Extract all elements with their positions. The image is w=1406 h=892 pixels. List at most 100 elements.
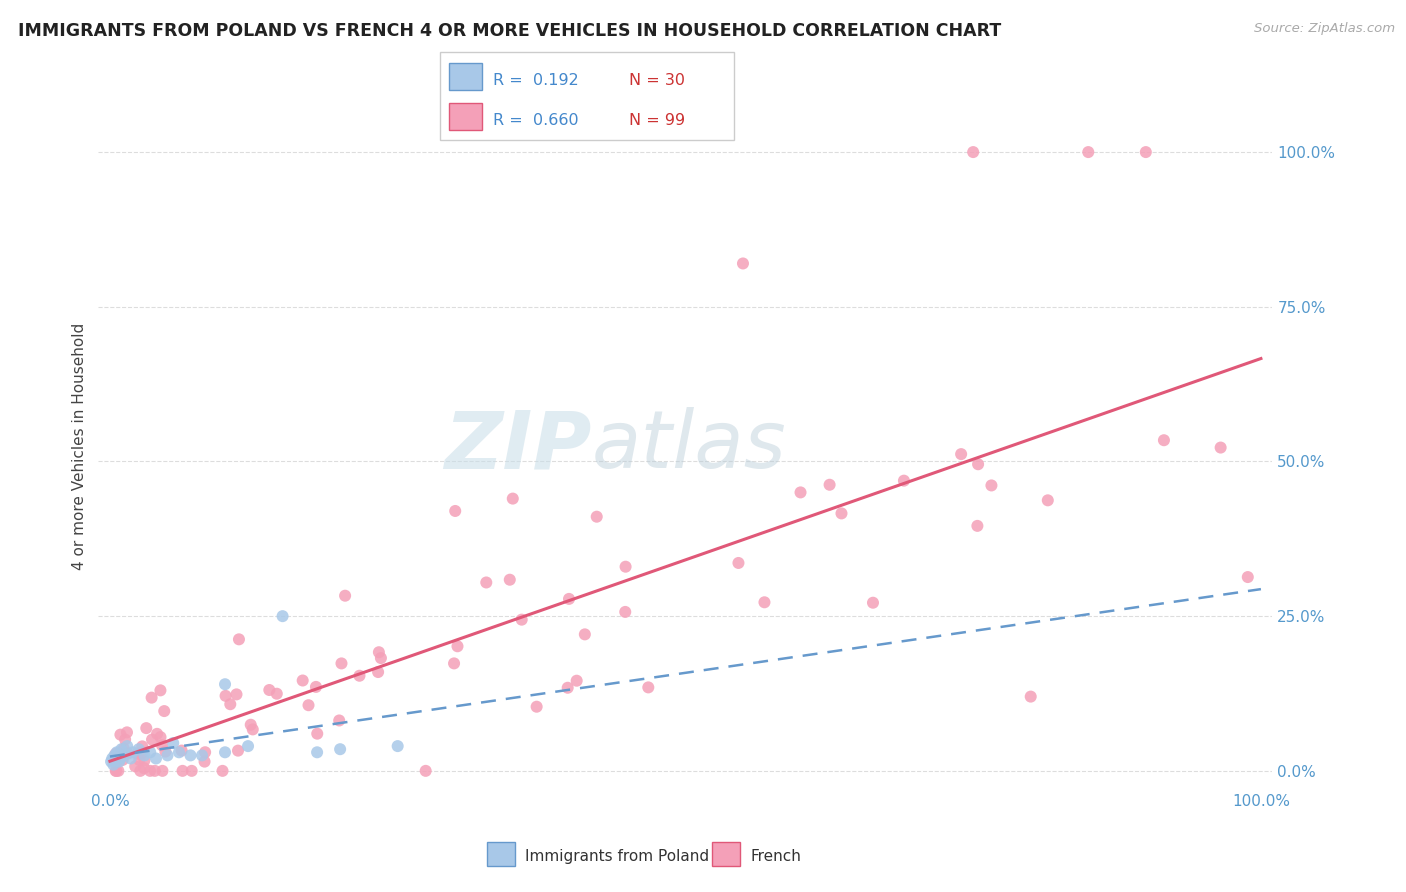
Point	[727, 556, 749, 570]
Point	[367, 665, 389, 679]
Point	[105, 745, 128, 759]
Point	[444, 504, 467, 518]
Point	[108, 755, 131, 769]
Point	[226, 744, 249, 758]
Point	[155, 745, 177, 759]
Point	[132, 761, 155, 775]
Point	[211, 764, 233, 778]
Point	[101, 751, 124, 765]
Point	[214, 677, 236, 691]
Point	[1209, 441, 1232, 455]
Point	[271, 609, 294, 624]
Point	[818, 477, 841, 491]
Point	[236, 739, 259, 753]
Point	[558, 591, 581, 606]
Point	[967, 457, 990, 471]
Point	[149, 730, 172, 744]
Point	[1153, 434, 1175, 448]
Point	[134, 748, 156, 763]
Point	[789, 485, 811, 500]
Point	[510, 613, 533, 627]
Point	[526, 699, 548, 714]
Point	[307, 726, 329, 740]
Point	[129, 764, 152, 778]
Point	[1236, 570, 1258, 584]
Point	[172, 764, 194, 778]
Text: ZIP: ZIP	[444, 407, 592, 485]
Point	[830, 507, 852, 521]
Point	[104, 764, 127, 778]
Point	[156, 748, 179, 763]
Point	[122, 745, 145, 759]
Point	[110, 751, 132, 765]
Point	[443, 657, 465, 671]
Point	[120, 751, 142, 765]
Point	[370, 651, 392, 665]
Point	[104, 755, 127, 769]
Point	[110, 728, 132, 742]
Point	[219, 697, 242, 711]
Point	[367, 645, 389, 659]
Text: R =  0.660: R = 0.660	[494, 112, 578, 128]
Text: IMMIGRANTS FROM POLAND VS FRENCH 4 OR MORE VEHICLES IN HOUSEHOLD CORRELATION CHA: IMMIGRANTS FROM POLAND VS FRENCH 4 OR MO…	[18, 22, 1001, 40]
Point	[179, 748, 201, 763]
Point	[100, 755, 122, 769]
Point	[128, 753, 150, 767]
Point	[110, 742, 132, 756]
Point	[107, 751, 129, 765]
Point	[194, 745, 217, 759]
Point	[754, 595, 776, 609]
Point	[193, 755, 215, 769]
Point	[305, 680, 328, 694]
Point	[475, 575, 498, 590]
Point	[134, 754, 156, 768]
Point	[146, 727, 169, 741]
Text: R =  0.192: R = 0.192	[494, 73, 579, 88]
Point	[139, 764, 162, 778]
Point	[107, 764, 129, 778]
Point	[862, 596, 884, 610]
Point	[565, 673, 588, 688]
Point	[170, 743, 193, 757]
Point	[135, 721, 157, 735]
FancyBboxPatch shape	[449, 103, 482, 130]
Text: N = 30: N = 30	[628, 73, 685, 88]
Point	[980, 478, 1002, 492]
Text: Source: ZipAtlas.com: Source: ZipAtlas.com	[1254, 22, 1395, 36]
Point	[239, 717, 262, 731]
Point	[114, 732, 136, 747]
Point	[131, 746, 153, 760]
Point	[191, 748, 214, 763]
Point	[112, 741, 135, 756]
Point	[557, 681, 579, 695]
Point	[446, 640, 468, 654]
Point	[329, 742, 352, 756]
Point	[153, 704, 176, 718]
Point	[585, 509, 607, 524]
Point	[112, 748, 135, 763]
Point	[127, 747, 149, 761]
Point	[103, 748, 125, 763]
Point	[266, 687, 288, 701]
Point	[330, 657, 353, 671]
Point	[105, 753, 128, 767]
Point	[115, 725, 138, 739]
Point	[962, 145, 984, 159]
Point	[349, 669, 371, 683]
Point	[259, 683, 281, 698]
Point	[1135, 145, 1157, 159]
FancyBboxPatch shape	[449, 63, 482, 90]
Point	[502, 491, 524, 506]
Point	[149, 683, 172, 698]
Y-axis label: 4 or more Vehicles in Household: 4 or more Vehicles in Household	[72, 322, 87, 570]
Point	[415, 764, 437, 778]
Point	[387, 739, 409, 753]
Point	[950, 447, 973, 461]
Point	[143, 764, 166, 778]
Point	[242, 723, 264, 737]
Point	[141, 690, 163, 705]
Point	[141, 732, 163, 747]
Point	[499, 573, 522, 587]
Point	[115, 739, 138, 753]
Point	[214, 745, 236, 759]
